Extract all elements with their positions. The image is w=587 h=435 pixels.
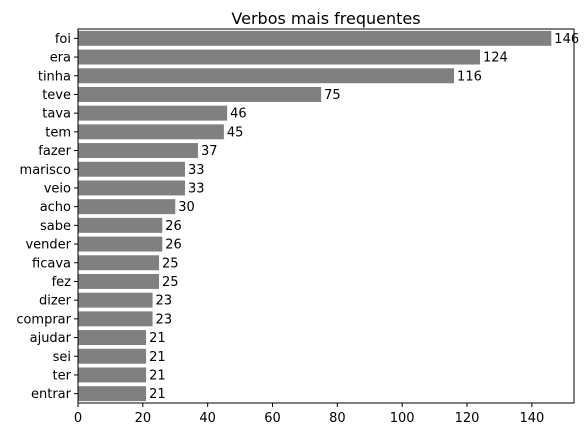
data-label-dizer: 23: [156, 294, 173, 309]
bar-ficava: [78, 255, 160, 271]
bar-sabe: [78, 217, 163, 233]
x-tick-label: 60: [264, 411, 281, 426]
data-label-acho: 30: [178, 200, 195, 215]
category-label-ajudar: ajudar: [30, 331, 72, 346]
data-label-ter: 21: [149, 368, 166, 383]
bar-era: [78, 49, 480, 65]
category-label-tinha: tinha: [38, 69, 71, 84]
data-label-tava: 46: [230, 107, 247, 122]
bar-fez: [78, 273, 160, 289]
bars-group: [78, 30, 552, 402]
category-label-sei: sei: [53, 350, 71, 365]
bar-vender: [78, 236, 163, 252]
category-label-tava: tava: [42, 107, 71, 122]
x-axis-ticks: 0 20 40 60 80 100 120 140: [74, 403, 544, 426]
data-label-ajudar: 21: [149, 331, 166, 346]
x-tick-label: 80: [329, 411, 346, 426]
data-label-era: 124: [483, 51, 508, 66]
bar-dizer: [78, 292, 153, 308]
category-label-veio: veio: [44, 181, 71, 196]
bar-ter: [78, 367, 147, 383]
y-axis-categories: foi era tinha teve tava tem fazer marisco veio ac…: [16, 32, 78, 402]
category-label-ficava: ficava: [32, 256, 71, 271]
data-label-teve: 75: [324, 88, 341, 103]
bar-comprar: [78, 311, 153, 327]
bar-ajudar: [78, 330, 147, 346]
category-label-dizer: dizer: [39, 294, 72, 309]
plot-frame: [77, 28, 575, 404]
data-label-sabe: 26: [165, 219, 182, 234]
category-label-entrar: entrar: [31, 387, 72, 402]
data-label-veio: 33: [188, 181, 205, 196]
bar-sei: [78, 348, 147, 364]
x-tick-label: 100: [390, 411, 415, 426]
x-tick-label: 120: [455, 411, 480, 426]
x-tick-label: 140: [519, 411, 544, 426]
chart-title: Verbos mais frequentes: [231, 9, 420, 28]
data-label-entrar: 21: [149, 387, 166, 402]
bar-teve: [78, 86, 322, 102]
bar-marisco: [78, 161, 185, 177]
category-label-marisco: marisco: [20, 163, 72, 178]
x-tick-label: 40: [199, 411, 216, 426]
data-label-fez: 25: [162, 275, 179, 290]
data-label-sei: 21: [149, 350, 166, 365]
category-label-fazer: fazer: [38, 144, 71, 159]
bar-tinha: [78, 68, 455, 84]
bar-foi: [78, 30, 552, 46]
bar-entrar: [78, 386, 147, 402]
category-label-fez: fez: [52, 275, 72, 290]
bar-acho: [78, 199, 176, 215]
data-label-marisco: 33: [188, 163, 205, 178]
category-label-teve: teve: [42, 88, 71, 103]
bar-fazer: [78, 143, 198, 159]
data-label-comprar: 23: [156, 312, 173, 327]
bar-tava: [78, 105, 228, 121]
data-label-vender: 26: [165, 238, 182, 253]
data-label-ficava: 25: [162, 256, 179, 271]
data-label-fazer: 37: [201, 144, 218, 159]
category-label-foi: foi: [55, 32, 71, 47]
data-label-tinha: 116: [457, 69, 482, 84]
bar-veio: [78, 180, 185, 196]
x-tick-label: 0: [74, 411, 82, 426]
category-label-era: era: [50, 51, 71, 66]
x-tick-label: 20: [135, 411, 152, 426]
category-label-sabe: sabe: [40, 219, 71, 234]
category-label-tem: tem: [45, 125, 71, 140]
data-label-tem: 45: [227, 125, 244, 140]
category-label-acho: acho: [40, 200, 71, 215]
category-label-comprar: comprar: [16, 312, 71, 327]
category-label-ter: ter: [53, 368, 72, 383]
data-label-foi: 146: [554, 32, 579, 47]
category-label-vender: vender: [25, 238, 71, 253]
bar-tem: [78, 124, 224, 140]
